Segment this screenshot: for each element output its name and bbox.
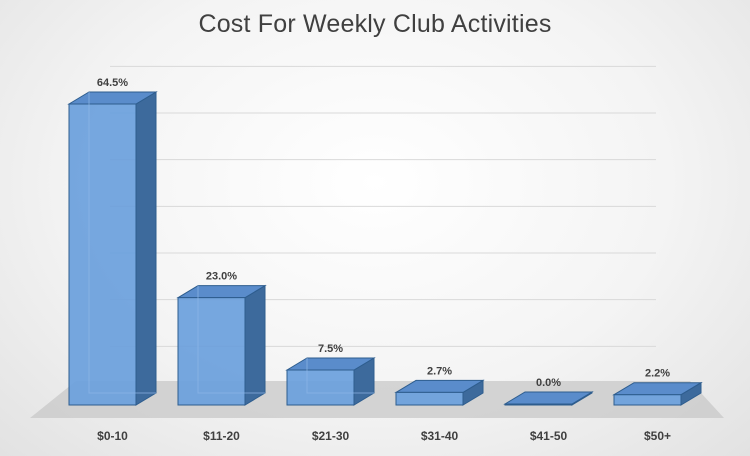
- x-tick-label: $41-50: [530, 429, 568, 443]
- data-label: 2.7%: [427, 365, 452, 377]
- x-tick-label: $21-30: [312, 429, 350, 443]
- bar-front-face: [68, 103, 137, 406]
- bar-front-face: [286, 369, 355, 406]
- x-tick-label: $50+: [644, 429, 671, 443]
- bar: [67, 91, 158, 406]
- data-label: 64.5%: [97, 77, 128, 89]
- x-axis-ticks: $0-10 $11-20 $21-30 $31-40 $41-50 $50+: [97, 429, 671, 443]
- bar: [285, 357, 376, 406]
- x-tick-label: $0-10: [97, 429, 128, 443]
- bars: [67, 91, 703, 406]
- bar-side-face: [244, 284, 266, 406]
- x-tick-label: $31-40: [421, 429, 459, 443]
- data-label: 0.0%: [536, 377, 561, 389]
- bar-side-face: [135, 91, 157, 406]
- bar-front-face: [613, 394, 682, 406]
- bar: [176, 284, 267, 406]
- data-labels: 64.5% 23.0% 7.5% 2.7% 0.0% 2.2%: [97, 77, 670, 389]
- x-tick-label: $11-20: [203, 429, 240, 443]
- bar: [612, 381, 703, 406]
- bar: [503, 391, 594, 406]
- data-label: 7.5%: [318, 343, 343, 355]
- bar-front-face: [177, 297, 246, 406]
- data-label: 2.2%: [645, 368, 670, 380]
- bar-back-edge: [88, 92, 156, 394]
- bar: [394, 379, 485, 406]
- chart-title: Cost For Weekly Club Activities: [198, 10, 552, 38]
- data-label: 23.0%: [206, 271, 237, 283]
- bar-back-edge: [197, 285, 265, 394]
- bar-back-edge: [306, 358, 374, 394]
- bar-front-face: [504, 403, 573, 406]
- bar-front-face: [395, 391, 464, 406]
